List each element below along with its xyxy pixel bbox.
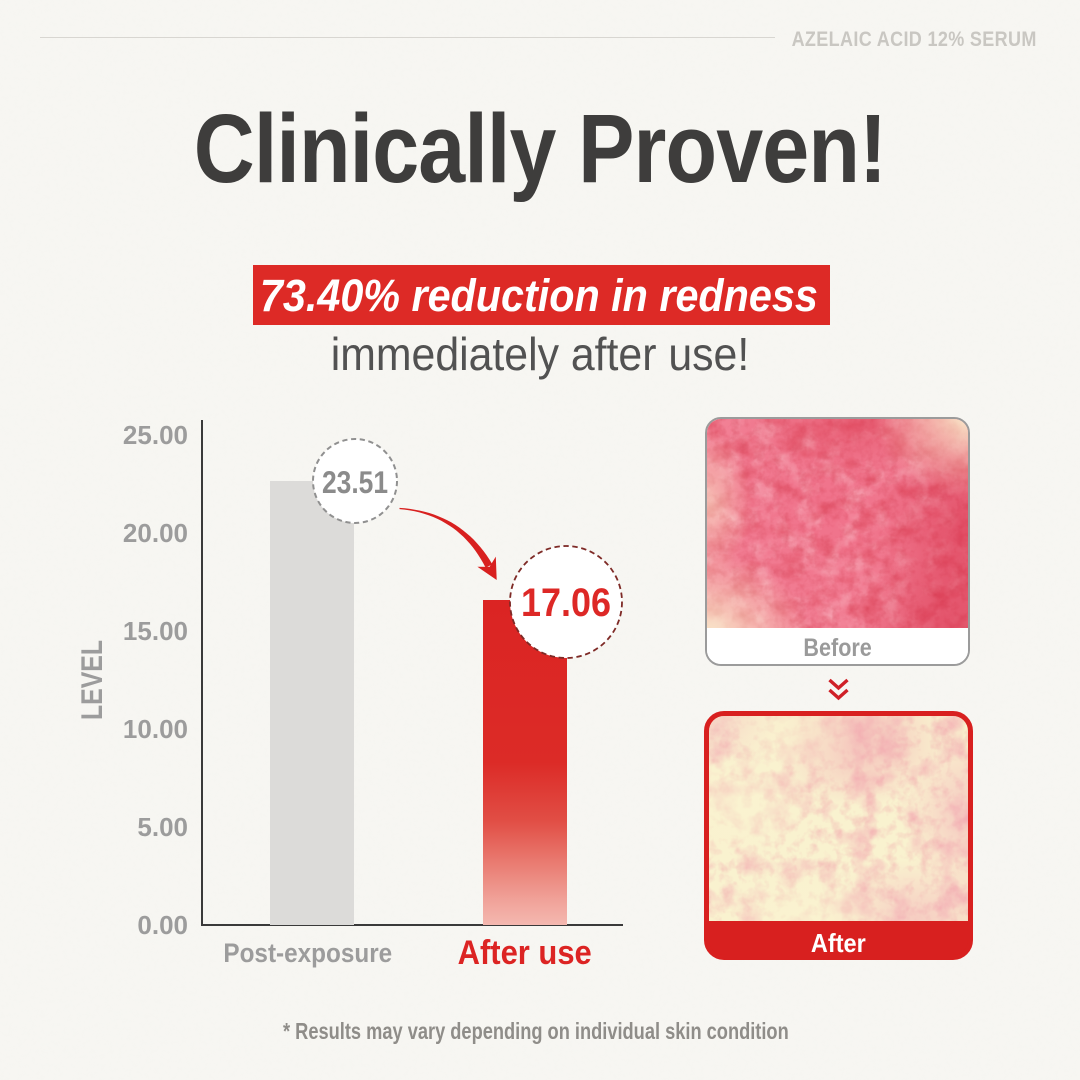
svg-text:17.06: 17.06	[521, 581, 611, 625]
svg-text:23.51: 23.51	[322, 464, 388, 500]
svg-text:LEVEL: LEVEL	[76, 640, 109, 720]
